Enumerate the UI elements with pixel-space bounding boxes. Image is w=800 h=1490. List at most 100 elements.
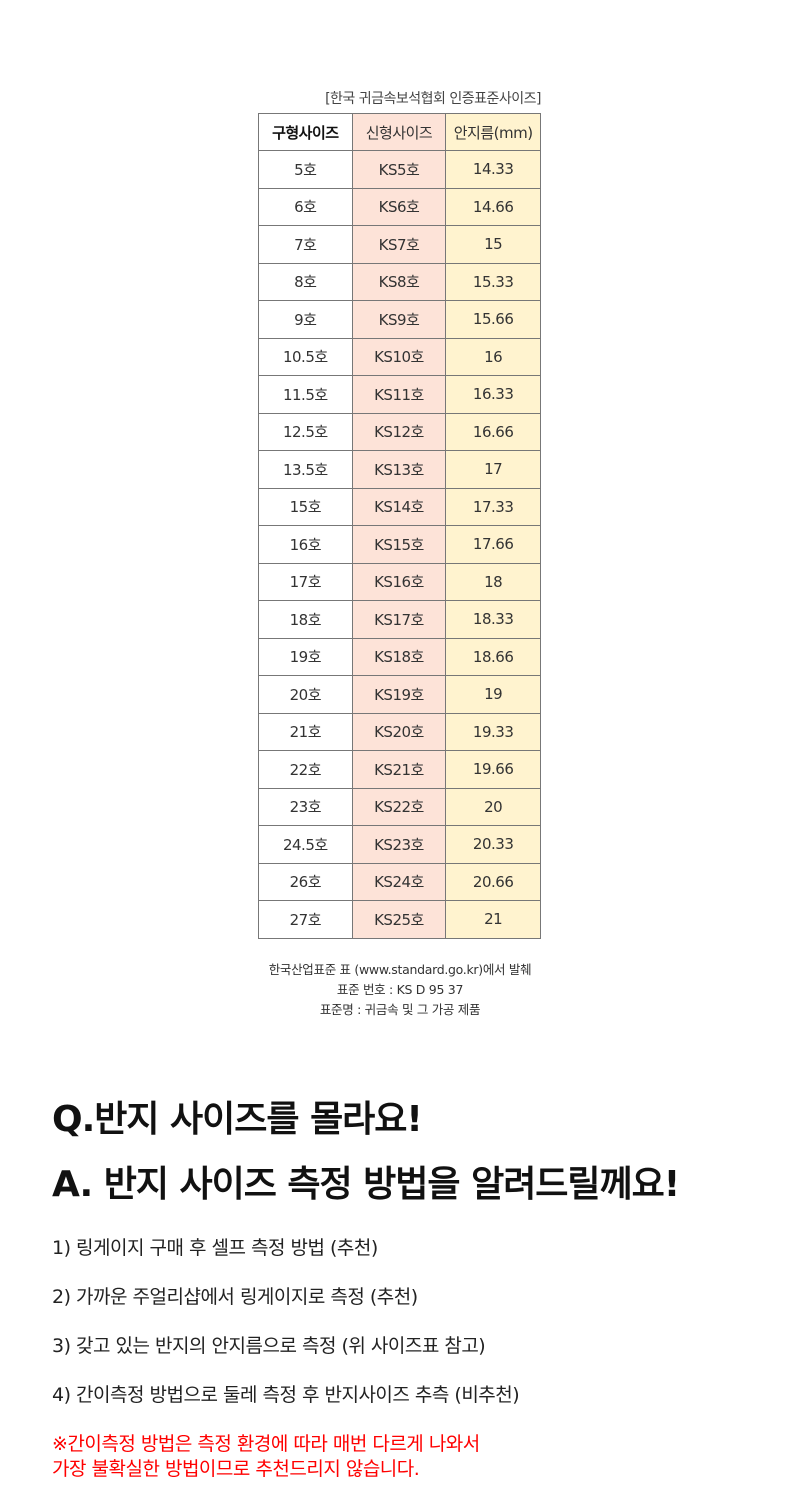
table-caption: [한국 귀금속보석협회 인증표준사이즈] — [325, 91, 541, 107]
table-row: 19호 KS18호 18.66 — [258, 637, 541, 676]
table-row: 15호 KS14호 17.33 — [258, 487, 541, 526]
old-size-cell: 10.5호 — [258, 337, 353, 376]
diameter-cell: 14.33 — [445, 150, 541, 189]
diameter-cell: 20.66 — [445, 862, 541, 901]
method-item: 4) 간이측정 방법으로 둘레 측정 후 반지사이즈 추측 (비추천) — [52, 1384, 520, 1406]
diameter-cell: 20.33 — [445, 825, 541, 864]
table-row: 13.5호 KS13호 17 — [258, 450, 541, 489]
header-new-size: 신형사이즈 — [351, 113, 447, 151]
table-row: 7호 KS7호 15 — [258, 225, 541, 264]
new-size-cell: KS10호 — [351, 337, 447, 376]
table-row: 24.5호 KS23호 20.33 — [258, 825, 541, 864]
table-row: 8호 KS8호 15.33 — [258, 262, 541, 301]
table-row: 5호 KS5호 14.33 — [258, 150, 541, 189]
standard-name: 표준명 : 귀금속 및 그 가공 제품 — [319, 1002, 481, 1017]
table-row: 17호 KS16호 18 — [258, 562, 541, 601]
diameter-cell: 18.66 — [445, 637, 541, 676]
old-size-cell: 15호 — [258, 487, 353, 526]
old-size-cell: 9호 — [258, 300, 353, 339]
diameter-cell: 16.33 — [445, 375, 541, 414]
old-size-cell: 5호 — [258, 150, 353, 189]
diameter-cell: 18 — [445, 562, 541, 601]
table-row: 18호 KS17호 18.33 — [258, 600, 541, 639]
new-size-cell: KS13호 — [351, 450, 447, 489]
old-size-cell: 8호 — [258, 262, 353, 301]
old-size-cell: 7호 — [258, 225, 353, 264]
diameter-cell: 17.66 — [445, 525, 541, 564]
table-row: 11.5호 KS11호 16.33 — [258, 375, 541, 414]
diameter-cell: 20 — [445, 787, 541, 826]
new-size-cell: KS25호 — [351, 900, 447, 939]
standard-number: 표준 번호 : KS D 95 37 — [336, 982, 464, 997]
source-line: 한국산업표준 표 (www.standard.go.kr)에서 발췌 — [268, 962, 532, 977]
table-row: 22호 KS21호 19.66 — [258, 750, 541, 789]
new-size-cell: KS7호 — [351, 225, 447, 264]
diameter-cell: 21 — [445, 900, 541, 939]
new-size-cell: KS23호 — [351, 825, 447, 864]
table-row: 10.5호 KS10호 16 — [258, 337, 541, 376]
new-size-cell: KS16호 — [351, 562, 447, 601]
old-size-cell: 19호 — [258, 637, 353, 676]
new-size-cell: KS14호 — [351, 487, 447, 526]
diameter-cell: 15.33 — [445, 262, 541, 301]
old-size-cell: 17호 — [258, 562, 353, 601]
old-size-cell: 11.5호 — [258, 375, 353, 414]
new-size-cell: KS15호 — [351, 525, 447, 564]
diameter-cell: 18.33 — [445, 600, 541, 639]
diameter-cell: 19 — [445, 675, 541, 714]
old-size-cell: 22호 — [258, 750, 353, 789]
old-size-cell: 20호 — [258, 675, 353, 714]
new-size-cell: KS21호 — [351, 750, 447, 789]
table-row: 23호 KS22호 20 — [258, 787, 541, 826]
new-size-cell: KS9호 — [351, 300, 447, 339]
table-row: 12.5호 KS12호 16.66 — [258, 412, 541, 451]
warning-line: ※간이측정 방법은 측정 환경에 따라 매번 다르게 나와서 — [52, 1433, 480, 1455]
old-size-cell: 12.5호 — [258, 412, 353, 451]
new-size-cell: KS12호 — [351, 412, 447, 451]
method-item: 1) 링게이지 구매 후 셀프 측정 방법 (추천) — [52, 1237, 378, 1259]
table-row: 16호 KS15호 17.66 — [258, 525, 541, 564]
new-size-cell: KS11호 — [351, 375, 447, 414]
diameter-cell: 15 — [445, 225, 541, 264]
method-item: 2) 가까운 주얼리샵에서 링게이지로 측정 (추천) — [52, 1286, 418, 1308]
old-size-cell: 13.5호 — [258, 450, 353, 489]
table-row: 26호 KS24호 20.66 — [258, 862, 541, 901]
diameter-cell: 15.66 — [445, 300, 541, 339]
old-size-cell: 23호 — [258, 787, 353, 826]
new-size-cell: KS6호 — [351, 187, 447, 226]
source-info: 한국산업표준 표 (www.standard.go.kr)에서 발췌 표준 번호… — [200, 960, 600, 1020]
warning-note: ※간이측정 방법은 측정 환경에 따라 매번 다르게 나와서 가장 불확실한 방… — [52, 1432, 480, 1482]
header-diameter: 안지름(mm) — [445, 113, 541, 151]
table-row: 21호 KS20호 19.33 — [258, 712, 541, 751]
old-size-cell: 24.5호 — [258, 825, 353, 864]
table-row: 9호 KS9호 15.66 — [258, 300, 541, 339]
diameter-cell: 16 — [445, 337, 541, 376]
new-size-cell: KS8호 — [351, 262, 447, 301]
new-size-cell: KS19호 — [351, 675, 447, 714]
table-row: 27호 KS25호 21 — [258, 900, 541, 939]
new-size-cell: KS18호 — [351, 637, 447, 676]
new-size-cell: KS5호 — [351, 150, 447, 189]
old-size-cell: 27호 — [258, 900, 353, 939]
new-size-cell: KS22호 — [351, 787, 447, 826]
header-old-size: 구형사이즈 — [258, 113, 353, 151]
old-size-cell: 6호 — [258, 187, 353, 226]
ring-size-table: 구형사이즈 신형사이즈 안지름(mm) 5호 KS5호 14.33 6호 KS6호 14.… — [258, 113, 541, 939]
new-size-cell: KS20호 — [351, 712, 447, 751]
method-item: 3) 갖고 있는 반지의 안지름으로 측정 (위 사이즈표 참고) — [52, 1335, 486, 1357]
warning-line: 가장 불확실한 방법이므로 추천드리지 않습니다. — [52, 1458, 420, 1480]
old-size-cell: 16호 — [258, 525, 353, 564]
diameter-cell: 19.66 — [445, 750, 541, 789]
table-header-row: 구형사이즈 신형사이즈 안지름(mm) — [258, 113, 541, 151]
diameter-cell: 19.33 — [445, 712, 541, 751]
diameter-cell: 14.66 — [445, 187, 541, 226]
faq-question: Q.반지 사이즈를 몰라요! — [52, 1099, 423, 1140]
new-size-cell: KS17호 — [351, 600, 447, 639]
faq-answer: A. 반지 사이즈 측정 방법을 알려드릴께요! — [52, 1164, 680, 1205]
diameter-cell: 17 — [445, 450, 541, 489]
old-size-cell: 18호 — [258, 600, 353, 639]
new-size-cell: KS24호 — [351, 862, 447, 901]
diameter-cell: 16.66 — [445, 412, 541, 451]
diameter-cell: 17.33 — [445, 487, 541, 526]
